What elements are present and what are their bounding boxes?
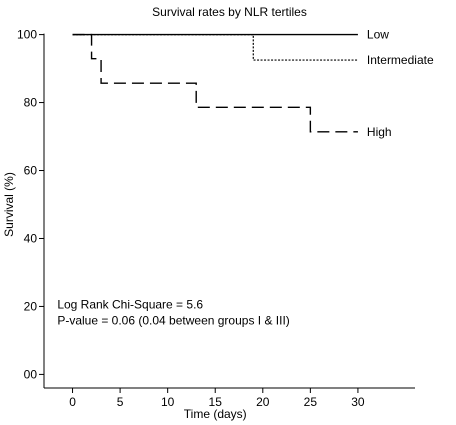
y-tick-label: 60 [24, 164, 38, 178]
x-tick-label: 5 [117, 395, 124, 409]
series-group [72, 33, 358, 133]
series-label-high: High [367, 125, 392, 139]
chart-title: Survival rates by NLR tertiles [152, 5, 307, 19]
x-tick-label: 0 [69, 395, 76, 409]
x-tick-label: 15 [209, 395, 223, 409]
series-labels: Low Intermediate High [367, 28, 434, 139]
x-tick-label: 30 [351, 395, 365, 409]
series-label-intermediate: Intermediate [367, 53, 434, 67]
y-axis-label: Survival (%) [2, 172, 16, 237]
x-tick-label: 10 [161, 395, 175, 409]
series-line-intermediate [72, 33, 358, 61]
y-tick-label: 80 [24, 96, 38, 110]
x-axis-label: Time (days) [184, 407, 247, 421]
y-tick-label: 100 [17, 28, 37, 42]
y-tick-label: 20 [24, 299, 38, 313]
log-rank-annotation: Log Rank Chi-Square = 5.6 [57, 297, 203, 311]
ticks: 00 20 40 60 80 100 0 5 10 15 20 25 30 [17, 28, 365, 409]
x-tick-label: 20 [256, 395, 270, 409]
x-tick-label: 25 [304, 395, 318, 409]
p-value-annotation: P-value = 0.06 (0.04 between groups I & … [57, 313, 289, 327]
series-label-low: Low [367, 28, 389, 42]
series-line-high [72, 33, 358, 133]
y-tick-label: 40 [24, 231, 38, 245]
y-tick-label: 00 [24, 367, 38, 381]
